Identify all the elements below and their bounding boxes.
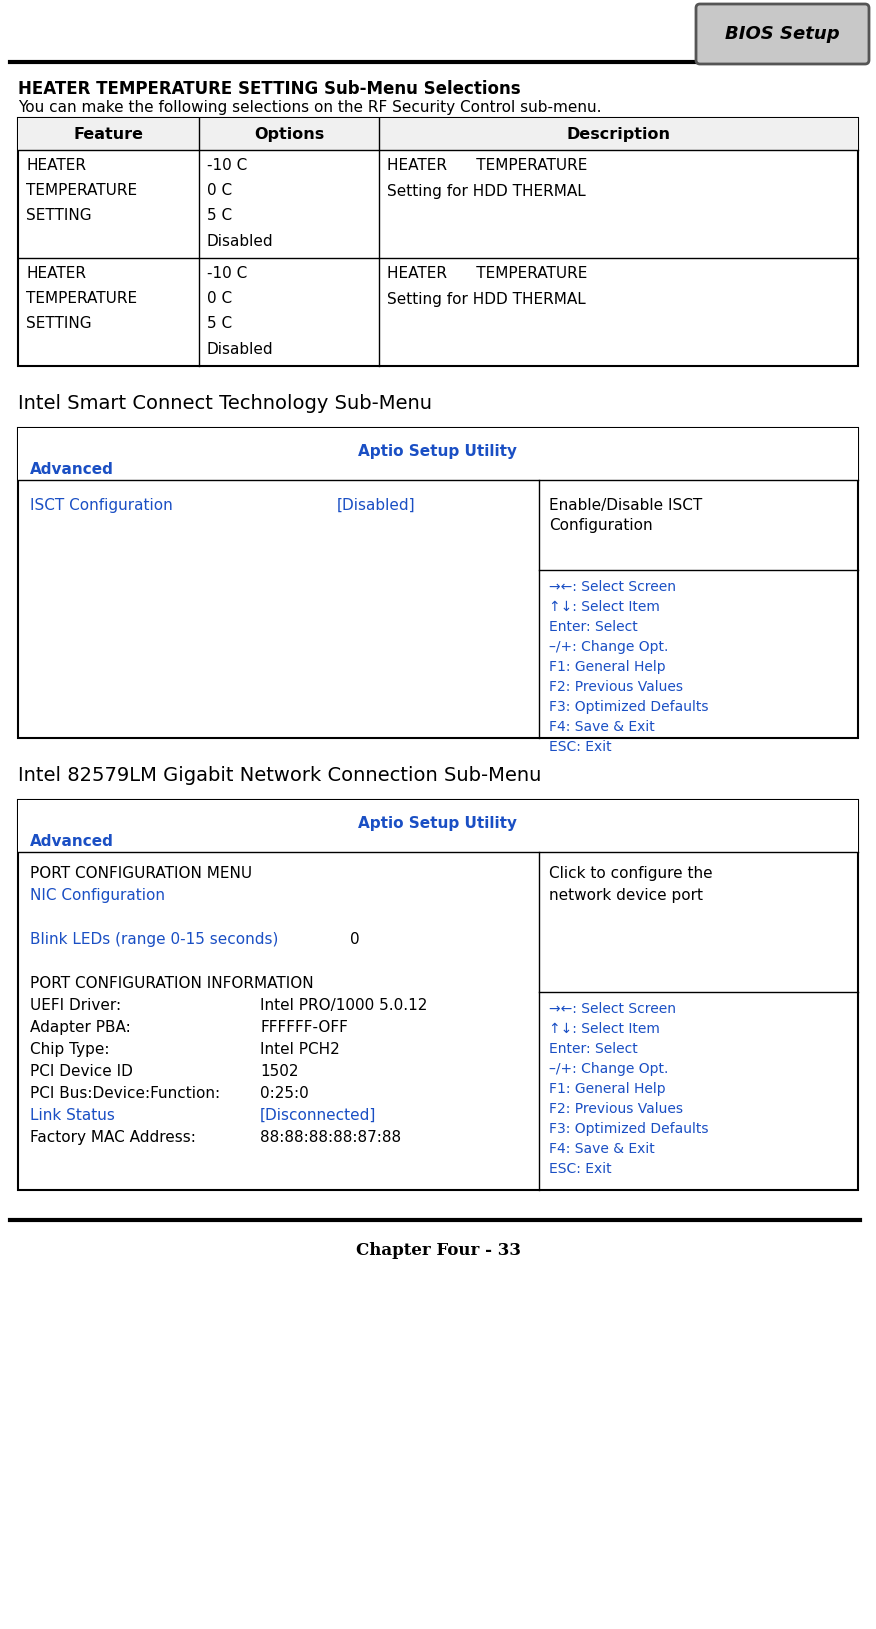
Text: Options: Options bbox=[254, 127, 324, 142]
Text: Feature: Feature bbox=[74, 127, 144, 142]
Text: ↑↓: Select Item: ↑↓: Select Item bbox=[548, 599, 660, 614]
Text: F1: General Help: F1: General Help bbox=[548, 1082, 666, 1096]
Bar bbox=[18, 117, 858, 150]
Text: Link Status: Link Status bbox=[30, 1108, 115, 1122]
Text: FFFFFF-OFF: FFFFFF-OFF bbox=[260, 1020, 348, 1034]
Text: -10 C
0 C
5 C
Disabled: -10 C 0 C 5 C Disabled bbox=[207, 158, 273, 249]
Text: PORT CONFIGURATION INFORMATION: PORT CONFIGURATION INFORMATION bbox=[30, 976, 314, 990]
Text: Chip Type:: Chip Type: bbox=[30, 1043, 110, 1057]
Text: PORT CONFIGURATION MENU: PORT CONFIGURATION MENU bbox=[30, 867, 252, 881]
Text: ISCT Configuration: ISCT Configuration bbox=[30, 498, 173, 513]
Text: F3: Optimized Defaults: F3: Optimized Defaults bbox=[548, 1122, 709, 1135]
Text: Intel PRO/1000 5.0.12: Intel PRO/1000 5.0.12 bbox=[260, 999, 427, 1013]
Bar bbox=[18, 800, 858, 852]
Text: Enter: Select: Enter: Select bbox=[548, 1043, 638, 1056]
Bar bbox=[18, 428, 858, 481]
Text: -10 C
0 C
5 C
Disabled: -10 C 0 C 5 C Disabled bbox=[207, 266, 273, 357]
Text: Adapter PBA:: Adapter PBA: bbox=[30, 1020, 131, 1034]
Text: Enable/Disable ISCT: Enable/Disable ISCT bbox=[548, 498, 702, 513]
Text: You can make the following selections on the RF Security Control sub-menu.: You can make the following selections on… bbox=[18, 99, 602, 116]
Text: →←: Select Screen: →←: Select Screen bbox=[548, 580, 675, 595]
Text: ↑↓: Select Item: ↑↓: Select Item bbox=[548, 1021, 660, 1036]
Text: NIC Configuration: NIC Configuration bbox=[30, 888, 165, 902]
Text: F2: Previous Values: F2: Previous Values bbox=[548, 1101, 682, 1116]
FancyBboxPatch shape bbox=[696, 3, 869, 64]
Text: 88:88:88:88:87:88: 88:88:88:88:87:88 bbox=[260, 1131, 401, 1145]
Text: HEATER
TEMPERATURE
SETTING: HEATER TEMPERATURE SETTING bbox=[26, 158, 138, 223]
Text: Aptio Setup Utility: Aptio Setup Utility bbox=[358, 816, 518, 831]
Text: Enter: Select: Enter: Select bbox=[548, 621, 638, 634]
Text: Setting for HDD THERMAL: Setting for HDD THERMAL bbox=[387, 184, 586, 199]
Text: HEATER
TEMPERATURE
SETTING: HEATER TEMPERATURE SETTING bbox=[26, 266, 138, 331]
Text: HEATER      TEMPERATURE: HEATER TEMPERATURE bbox=[387, 266, 588, 280]
Text: PCI Bus:Device:Function:: PCI Bus:Device:Function: bbox=[30, 1087, 220, 1101]
Text: F2: Previous Values: F2: Previous Values bbox=[548, 679, 682, 694]
Text: F3: Optimized Defaults: F3: Optimized Defaults bbox=[548, 700, 709, 714]
Text: Setting for HDD THERMAL: Setting for HDD THERMAL bbox=[387, 292, 586, 306]
Text: Advanced: Advanced bbox=[30, 463, 114, 477]
Text: F1: General Help: F1: General Help bbox=[548, 660, 666, 674]
Text: –/+: Change Opt.: –/+: Change Opt. bbox=[548, 1062, 668, 1077]
Text: Configuration: Configuration bbox=[548, 518, 653, 533]
Text: [Disconnected]: [Disconnected] bbox=[260, 1108, 377, 1122]
Text: Chapter Four - 33: Chapter Four - 33 bbox=[356, 1241, 520, 1259]
Text: [Disabled]: [Disabled] bbox=[337, 498, 416, 513]
Text: HEATER      TEMPERATURE: HEATER TEMPERATURE bbox=[387, 158, 588, 173]
Text: Factory MAC Address:: Factory MAC Address: bbox=[30, 1131, 196, 1145]
Text: network device port: network device port bbox=[548, 888, 703, 902]
Text: BIOS Setup: BIOS Setup bbox=[725, 24, 840, 42]
Text: Intel Smart Connect Technology Sub-Menu: Intel Smart Connect Technology Sub-Menu bbox=[18, 394, 432, 414]
Text: 0:25:0: 0:25:0 bbox=[260, 1087, 308, 1101]
Text: Blink LEDs (range 0-15 seconds): Blink LEDs (range 0-15 seconds) bbox=[30, 932, 279, 946]
Text: 1502: 1502 bbox=[260, 1064, 299, 1078]
Text: Aptio Setup Utility: Aptio Setup Utility bbox=[358, 445, 518, 459]
Text: –/+: Change Opt.: –/+: Change Opt. bbox=[548, 640, 668, 653]
Bar bbox=[18, 800, 858, 1191]
Text: Click to configure the: Click to configure the bbox=[548, 867, 712, 881]
Text: 0: 0 bbox=[350, 932, 360, 946]
Text: ESC: Exit: ESC: Exit bbox=[548, 740, 611, 754]
Text: Description: Description bbox=[567, 127, 671, 142]
Text: Intel PCH2: Intel PCH2 bbox=[260, 1043, 340, 1057]
Bar bbox=[18, 428, 858, 738]
Text: UEFI Driver:: UEFI Driver: bbox=[30, 999, 121, 1013]
Text: HEATER TEMPERATURE SETTING Sub-Menu Selections: HEATER TEMPERATURE SETTING Sub-Menu Sele… bbox=[18, 80, 520, 98]
Text: →←: Select Screen: →←: Select Screen bbox=[548, 1002, 675, 1016]
Text: Advanced: Advanced bbox=[30, 834, 114, 849]
Text: F4: Save & Exit: F4: Save & Exit bbox=[548, 1142, 654, 1157]
Text: ESC: Exit: ESC: Exit bbox=[548, 1161, 611, 1176]
Text: F4: Save & Exit: F4: Save & Exit bbox=[548, 720, 654, 735]
Bar bbox=[18, 117, 858, 367]
Text: PCI Device ID: PCI Device ID bbox=[30, 1064, 133, 1078]
Text: Intel 82579LM Gigabit Network Connection Sub-Menu: Intel 82579LM Gigabit Network Connection… bbox=[18, 766, 541, 785]
